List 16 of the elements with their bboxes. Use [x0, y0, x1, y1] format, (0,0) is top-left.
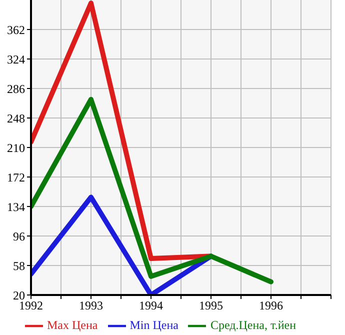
y-tick-label: 248: [7, 111, 25, 126]
y-tick-label: 96: [13, 229, 25, 244]
y-tick-label: 286: [7, 82, 25, 96]
x-tick-label: 1995: [199, 298, 223, 313]
legend-label: Сред.Цена, т.йен: [210, 318, 296, 332]
x-tick-label: 1994: [139, 298, 163, 313]
y-tick-label: 172: [7, 170, 25, 184]
x-tick-label: 1993: [79, 298, 103, 313]
legend-label: Max Цена: [46, 318, 98, 332]
x-tick-label: 1996: [259, 298, 283, 313]
y-tick-label: 210: [7, 140, 25, 155]
legend-label: Min Цена: [130, 318, 178, 332]
y-tick-label: 134: [7, 200, 25, 214]
y-tick-label: 58: [13, 258, 25, 273]
y-tick-label: 362: [7, 22, 25, 37]
y-tick-label: 324: [7, 52, 25, 66]
